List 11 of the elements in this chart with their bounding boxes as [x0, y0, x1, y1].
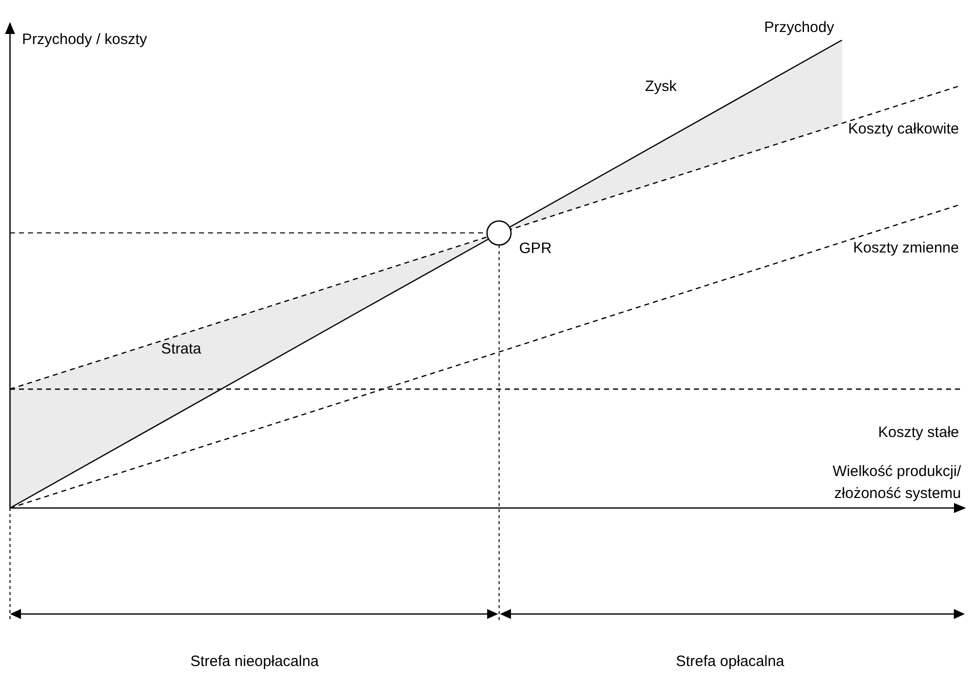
annotation: GPR: [519, 240, 552, 258]
series-label: Koszty całkowite: [848, 120, 959, 138]
annotation: Strata: [161, 340, 202, 358]
annotation: Zysk: [644, 78, 678, 95]
x-axis-title: Wielkość produkcji/ złożoność systemu: [832, 463, 962, 502]
text: Koszty stałe: [878, 424, 959, 442]
text: Strefa nieopłacalna: [190, 653, 320, 670]
text: Strefa opłacalna: [676, 653, 785, 670]
series-label: Koszty zmienne: [853, 239, 959, 256]
y-axis-title: Przychody / koszty: [22, 31, 148, 48]
series-label: Przychody: [764, 19, 835, 36]
